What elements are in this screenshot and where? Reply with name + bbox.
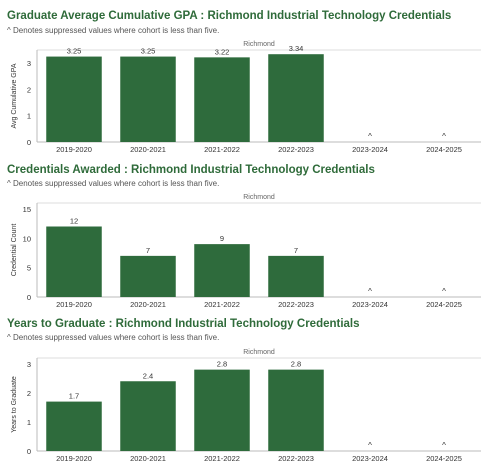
bar [120,381,176,451]
x-tick-label: 2024-2025 [426,300,462,309]
chart-title: Credentials Awarded : Richmond Industria… [7,164,375,176]
x-tick-label: 2022-2023 [278,454,314,463]
suppression-note: ^ Denotes suppressed values where cohort… [7,26,220,35]
y-tick-label: 15 [23,205,31,214]
y-tick-label: 10 [23,234,31,243]
x-tick-label: 2021-2022 [204,300,240,309]
data-label: 3.25 [141,47,156,56]
x-tick-label: 2023-2024 [352,300,388,309]
suppressed-marker: ^ [442,287,446,296]
panel-header-label: Richmond [243,41,275,48]
chart-panel-years: Years to Graduate : Richmond Industrial … [0,312,482,466]
bar [120,56,176,142]
bar [46,401,102,451]
y-tick-label: 2 [27,85,31,94]
y-tick-label: 0 [27,293,31,302]
chart-panel-credentials: Credentials Awarded : Richmond Industria… [0,158,482,311]
data-label: 2.8 [217,360,227,369]
data-label: 1.7 [69,392,79,401]
suppressed-marker: ^ [368,132,372,141]
y-tick-label: 0 [27,447,31,456]
credentials-bar-chart: Richmond Credential Count 0 5 10 15 2019-2020 1… [11,194,481,309]
data-label: 12 [70,217,78,226]
chart-panel-gpa: Graduate Average Cumulative GPA : Richmo… [0,0,482,156]
data-label: 7 [294,246,298,255]
x-tick-label: 2024-2025 [426,454,462,463]
data-label: 2.4 [143,371,153,380]
bar [194,244,250,297]
suppressed-marker: ^ [368,441,372,450]
bar [194,369,250,451]
bar [46,226,102,297]
chart-title: Years to Graduate : Richmond Industrial … [7,318,360,330]
data-label: 7 [146,246,150,255]
bar [268,54,324,142]
x-tick-label: 2019-2020 [56,145,92,154]
bar [268,255,324,297]
bar [46,56,102,142]
data-label: 2.8 [291,360,301,369]
x-tick-label: 2020-2021 [130,454,166,463]
y-tick-label: 2 [27,389,31,398]
y-axis-title: Avg Cumulative GPA [11,63,18,128]
suppressed-marker: ^ [368,287,372,296]
suppressed-marker: ^ [442,132,446,141]
y-axis-title: Credential Count [11,224,18,277]
x-tick-label: 2023-2024 [352,454,388,463]
data-label: 3.22 [215,47,230,56]
bar [120,255,176,297]
data-label: 3.25 [67,47,82,56]
x-tick-label: 2019-2020 [56,300,92,309]
chart-title: Graduate Average Cumulative GPA : Richmo… [7,10,452,22]
x-tick-label: 2022-2023 [278,145,314,154]
x-tick-label: 2021-2022 [204,454,240,463]
y-tick-label: 1 [27,418,31,427]
y-tick-label: 1 [27,112,31,121]
bar [194,57,250,142]
y-tick-label: 3 [27,59,31,68]
x-tick-label: 2022-2023 [278,300,314,309]
suppression-note: ^ Denotes suppressed values where cohort… [7,333,220,342]
gpa-bar-chart: Richmond Avg Cumulative GPA 0 1 2 3 2019-2020 3… [11,41,481,154]
y-tick-label: 3 [27,360,31,369]
x-tick-label: 2023-2024 [352,145,388,154]
x-tick-label: 2021-2022 [204,145,240,154]
suppressed-marker: ^ [442,441,446,450]
x-tick-label: 2020-2021 [130,300,166,309]
years-bar-chart: Richmond Years to Graduate 0 1 2 3 2019-2020 1.… [11,349,481,463]
x-tick-label: 2024-2025 [426,145,462,154]
y-tick-label: 0 [27,138,31,147]
y-tick-label: 5 [27,264,31,273]
data-label: 3.34 [289,44,304,53]
x-tick-label: 2019-2020 [56,454,92,463]
x-tick-label: 2020-2021 [130,145,166,154]
data-label: 9 [220,234,224,243]
panel-header-label: Richmond [243,194,275,201]
panel-header-label: Richmond [243,349,275,356]
suppression-note: ^ Denotes suppressed values where cohort… [7,179,220,188]
y-axis-title: Years to Graduate [11,376,18,433]
bar [268,369,324,451]
